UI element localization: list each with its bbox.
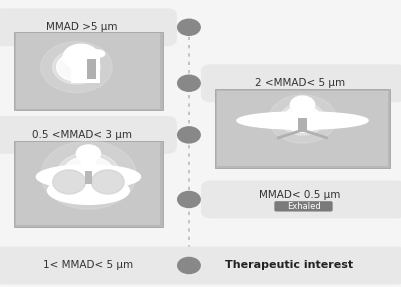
Circle shape	[177, 127, 200, 143]
Bar	[215, 89, 389, 168]
Bar	[71, 55, 100, 83]
Circle shape	[41, 42, 112, 93]
Text: Exhaled: Exhaled	[286, 202, 320, 211]
Circle shape	[177, 257, 200, 274]
FancyBboxPatch shape	[273, 201, 332, 212]
Ellipse shape	[36, 165, 140, 189]
Text: 2 <MMAD< 5 μm: 2 <MMAD< 5 μm	[254, 78, 344, 88]
Ellipse shape	[87, 50, 105, 58]
FancyBboxPatch shape	[0, 116, 176, 154]
Circle shape	[177, 19, 200, 35]
Bar	[14, 32, 162, 110]
Circle shape	[177, 75, 200, 91]
Text: MMAD >5 μm: MMAD >5 μm	[46, 22, 117, 32]
Circle shape	[57, 53, 96, 81]
Circle shape	[177, 191, 200, 208]
Circle shape	[268, 95, 336, 143]
Circle shape	[283, 106, 320, 132]
Circle shape	[76, 145, 100, 162]
Circle shape	[279, 103, 324, 135]
Bar	[16, 142, 160, 225]
Circle shape	[290, 96, 314, 113]
Text: 1< MMAD< 5 μm: 1< MMAD< 5 μm	[43, 261, 133, 270]
Circle shape	[41, 141, 136, 209]
Text: MMAD< 0.5 μm: MMAD< 0.5 μm	[259, 190, 340, 200]
FancyBboxPatch shape	[0, 247, 401, 284]
Bar	[85, 171, 92, 184]
FancyBboxPatch shape	[200, 64, 401, 102]
Circle shape	[63, 44, 99, 69]
Ellipse shape	[47, 177, 129, 204]
Bar	[16, 33, 160, 109]
Ellipse shape	[236, 112, 367, 129]
Ellipse shape	[53, 170, 85, 194]
FancyBboxPatch shape	[200, 181, 401, 218]
Text: 0.5 <MMAD< 3 μm: 0.5 <MMAD< 3 μm	[32, 130, 132, 140]
Ellipse shape	[91, 170, 124, 194]
Circle shape	[62, 156, 115, 194]
Bar	[14, 141, 162, 227]
Bar	[217, 91, 387, 166]
Circle shape	[57, 152, 120, 198]
Text: Therapeutic interest: Therapeutic interest	[225, 261, 352, 270]
Bar	[298, 118, 306, 132]
FancyBboxPatch shape	[0, 8, 176, 46]
Bar	[87, 59, 95, 79]
Bar	[81, 154, 96, 166]
Circle shape	[53, 50, 100, 84]
